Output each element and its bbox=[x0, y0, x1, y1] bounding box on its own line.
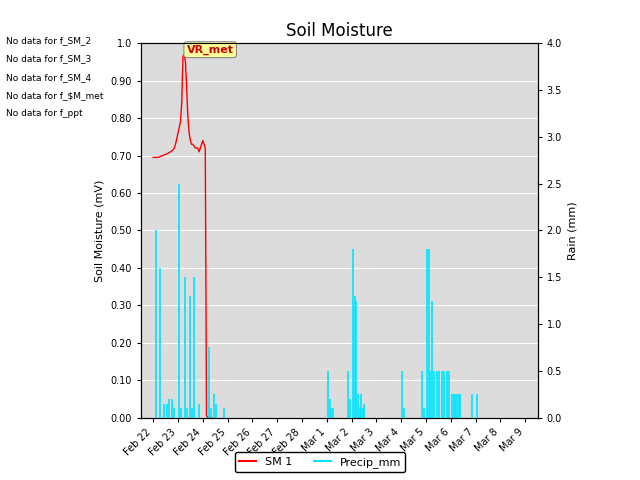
SM 1 bbox=[166, 149, 174, 155]
SM 1 bbox=[164, 150, 172, 156]
SM 1 bbox=[187, 138, 195, 144]
SM 1 bbox=[174, 130, 182, 136]
SM 1 bbox=[150, 155, 158, 160]
SM 1 bbox=[194, 145, 202, 151]
SM 1 bbox=[204, 415, 212, 420]
SM 1 bbox=[200, 142, 208, 147]
SM 1 bbox=[170, 145, 178, 151]
Title: Soil Moisture: Soil Moisture bbox=[286, 22, 392, 40]
SM 1 bbox=[191, 145, 199, 151]
SM 1 bbox=[157, 154, 164, 159]
SM 1 bbox=[152, 155, 159, 160]
SM 1 bbox=[199, 138, 207, 144]
SM 1 bbox=[175, 125, 183, 131]
SM 1 bbox=[189, 142, 196, 147]
X-axis label: Time: Time bbox=[326, 463, 353, 473]
SM 1 bbox=[198, 142, 205, 147]
Y-axis label: Soil Moisture (mV): Soil Moisture (mV) bbox=[95, 179, 105, 282]
SM 1 bbox=[202, 145, 209, 151]
SM 1 bbox=[184, 115, 192, 121]
Text: No data for f_SM_4: No data for f_SM_4 bbox=[6, 72, 92, 82]
SM 1 bbox=[162, 152, 170, 157]
SM 1 bbox=[186, 130, 193, 136]
Legend: SM 1, Precip_mm: SM 1, Precip_mm bbox=[235, 452, 405, 472]
SM 1 bbox=[183, 85, 191, 91]
SM 1 bbox=[195, 149, 203, 155]
SM 1 bbox=[172, 142, 179, 147]
Text: No data for f_ppt: No data for f_ppt bbox=[6, 109, 83, 118]
SM 1 bbox=[193, 145, 200, 151]
Line: SM 1: SM 1 bbox=[153, 54, 211, 418]
SM 1 bbox=[173, 136, 180, 142]
SM 1 bbox=[154, 155, 162, 160]
Text: No data for f_SM_3: No data for f_SM_3 bbox=[6, 54, 92, 63]
SM 1 bbox=[196, 145, 204, 151]
SM 1 bbox=[178, 100, 186, 106]
Text: No data for f_SM_2: No data for f_SM_2 bbox=[6, 36, 92, 45]
SM 1 bbox=[182, 59, 189, 65]
SM 1 bbox=[203, 413, 211, 419]
SM 1 bbox=[179, 53, 187, 59]
SM 1 bbox=[180, 51, 188, 57]
SM 1 bbox=[188, 142, 195, 147]
SM 1 bbox=[177, 119, 184, 125]
Text: No data for f_$M_met: No data for f_$M_met bbox=[6, 91, 104, 100]
SM 1 bbox=[207, 415, 215, 420]
Text: VR_met: VR_met bbox=[187, 45, 234, 55]
SM 1 bbox=[159, 153, 167, 158]
Y-axis label: Rain (mm): Rain (mm) bbox=[568, 201, 578, 260]
SM 1 bbox=[206, 415, 214, 420]
SM 1 bbox=[149, 155, 157, 160]
SM 1 bbox=[205, 415, 213, 420]
SM 1 bbox=[190, 143, 198, 149]
SM 1 bbox=[169, 147, 177, 153]
